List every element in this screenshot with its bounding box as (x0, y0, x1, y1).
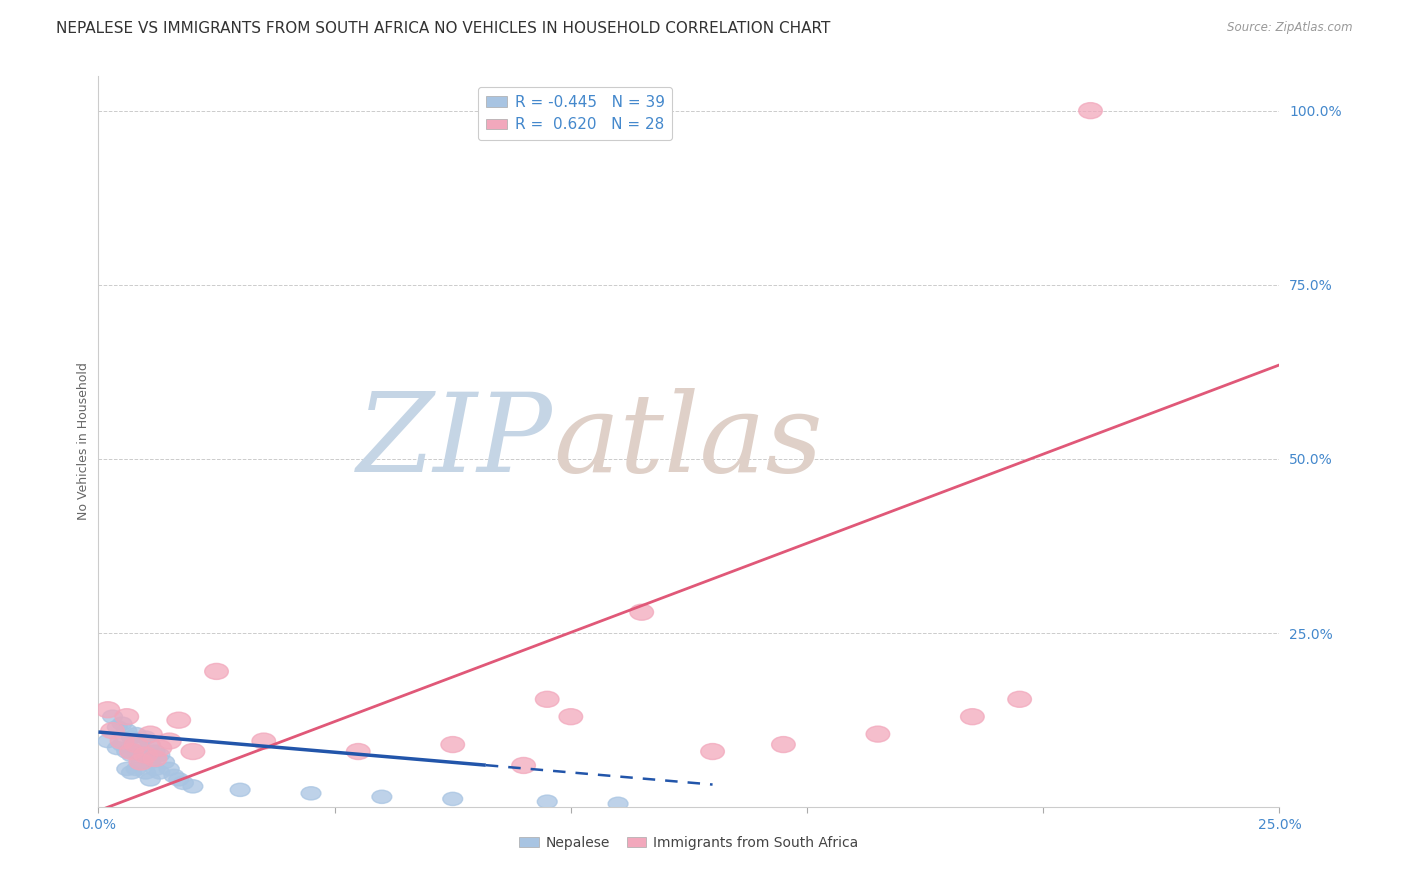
Ellipse shape (443, 792, 463, 805)
Ellipse shape (1008, 691, 1032, 707)
Ellipse shape (134, 747, 157, 763)
Ellipse shape (145, 763, 165, 775)
Ellipse shape (131, 756, 150, 769)
Ellipse shape (700, 744, 724, 760)
Ellipse shape (205, 664, 228, 680)
Y-axis label: No Vehicles in Household: No Vehicles in Household (77, 363, 90, 520)
Ellipse shape (536, 691, 560, 707)
Ellipse shape (169, 772, 188, 786)
Ellipse shape (960, 708, 984, 724)
Legend: Nepalese, Immigrants from South Africa: Nepalese, Immigrants from South Africa (513, 830, 865, 855)
Ellipse shape (441, 737, 464, 753)
Ellipse shape (117, 745, 136, 758)
Ellipse shape (136, 748, 156, 762)
Ellipse shape (301, 787, 321, 800)
Ellipse shape (373, 790, 392, 804)
Ellipse shape (167, 712, 191, 728)
Ellipse shape (866, 726, 890, 742)
Ellipse shape (131, 734, 150, 747)
Ellipse shape (117, 724, 136, 738)
Ellipse shape (107, 741, 127, 755)
Ellipse shape (148, 740, 172, 756)
Ellipse shape (173, 776, 194, 789)
Ellipse shape (155, 756, 174, 769)
Ellipse shape (346, 744, 370, 760)
Ellipse shape (127, 728, 146, 740)
Ellipse shape (136, 766, 156, 779)
Ellipse shape (127, 763, 146, 775)
Ellipse shape (124, 737, 148, 753)
Ellipse shape (101, 723, 124, 739)
Ellipse shape (136, 731, 156, 744)
Ellipse shape (141, 772, 160, 786)
Ellipse shape (165, 769, 184, 782)
Ellipse shape (609, 797, 628, 811)
Ellipse shape (159, 763, 179, 775)
Ellipse shape (107, 721, 127, 734)
Ellipse shape (121, 731, 142, 744)
Ellipse shape (145, 745, 165, 758)
Text: Source: ZipAtlas.com: Source: ZipAtlas.com (1227, 21, 1353, 34)
Ellipse shape (115, 708, 139, 724)
Ellipse shape (157, 733, 181, 749)
Ellipse shape (537, 795, 557, 808)
Ellipse shape (512, 757, 536, 773)
Ellipse shape (127, 745, 146, 758)
Ellipse shape (630, 604, 654, 620)
Ellipse shape (110, 733, 134, 749)
Ellipse shape (129, 754, 153, 770)
Ellipse shape (139, 726, 162, 742)
Ellipse shape (121, 766, 142, 779)
Text: atlas: atlas (553, 388, 823, 495)
Ellipse shape (96, 702, 120, 718)
Ellipse shape (141, 756, 160, 769)
Text: ZIP: ZIP (357, 388, 553, 495)
Ellipse shape (112, 738, 132, 751)
Ellipse shape (1078, 103, 1102, 119)
Ellipse shape (150, 748, 170, 762)
Ellipse shape (98, 734, 118, 747)
Ellipse shape (560, 708, 582, 724)
Ellipse shape (141, 738, 160, 751)
Ellipse shape (121, 748, 142, 762)
Ellipse shape (252, 733, 276, 749)
Ellipse shape (772, 737, 796, 753)
Ellipse shape (231, 783, 250, 797)
Ellipse shape (112, 717, 132, 731)
Ellipse shape (181, 744, 205, 760)
Ellipse shape (143, 750, 167, 766)
Text: NEPALESE VS IMMIGRANTS FROM SOUTH AFRICA NO VEHICLES IN HOUSEHOLD CORRELATION CH: NEPALESE VS IMMIGRANTS FROM SOUTH AFRICA… (56, 21, 831, 36)
Ellipse shape (117, 763, 136, 775)
Ellipse shape (103, 710, 122, 723)
Ellipse shape (150, 766, 170, 779)
Ellipse shape (120, 744, 143, 760)
Ellipse shape (183, 780, 202, 793)
